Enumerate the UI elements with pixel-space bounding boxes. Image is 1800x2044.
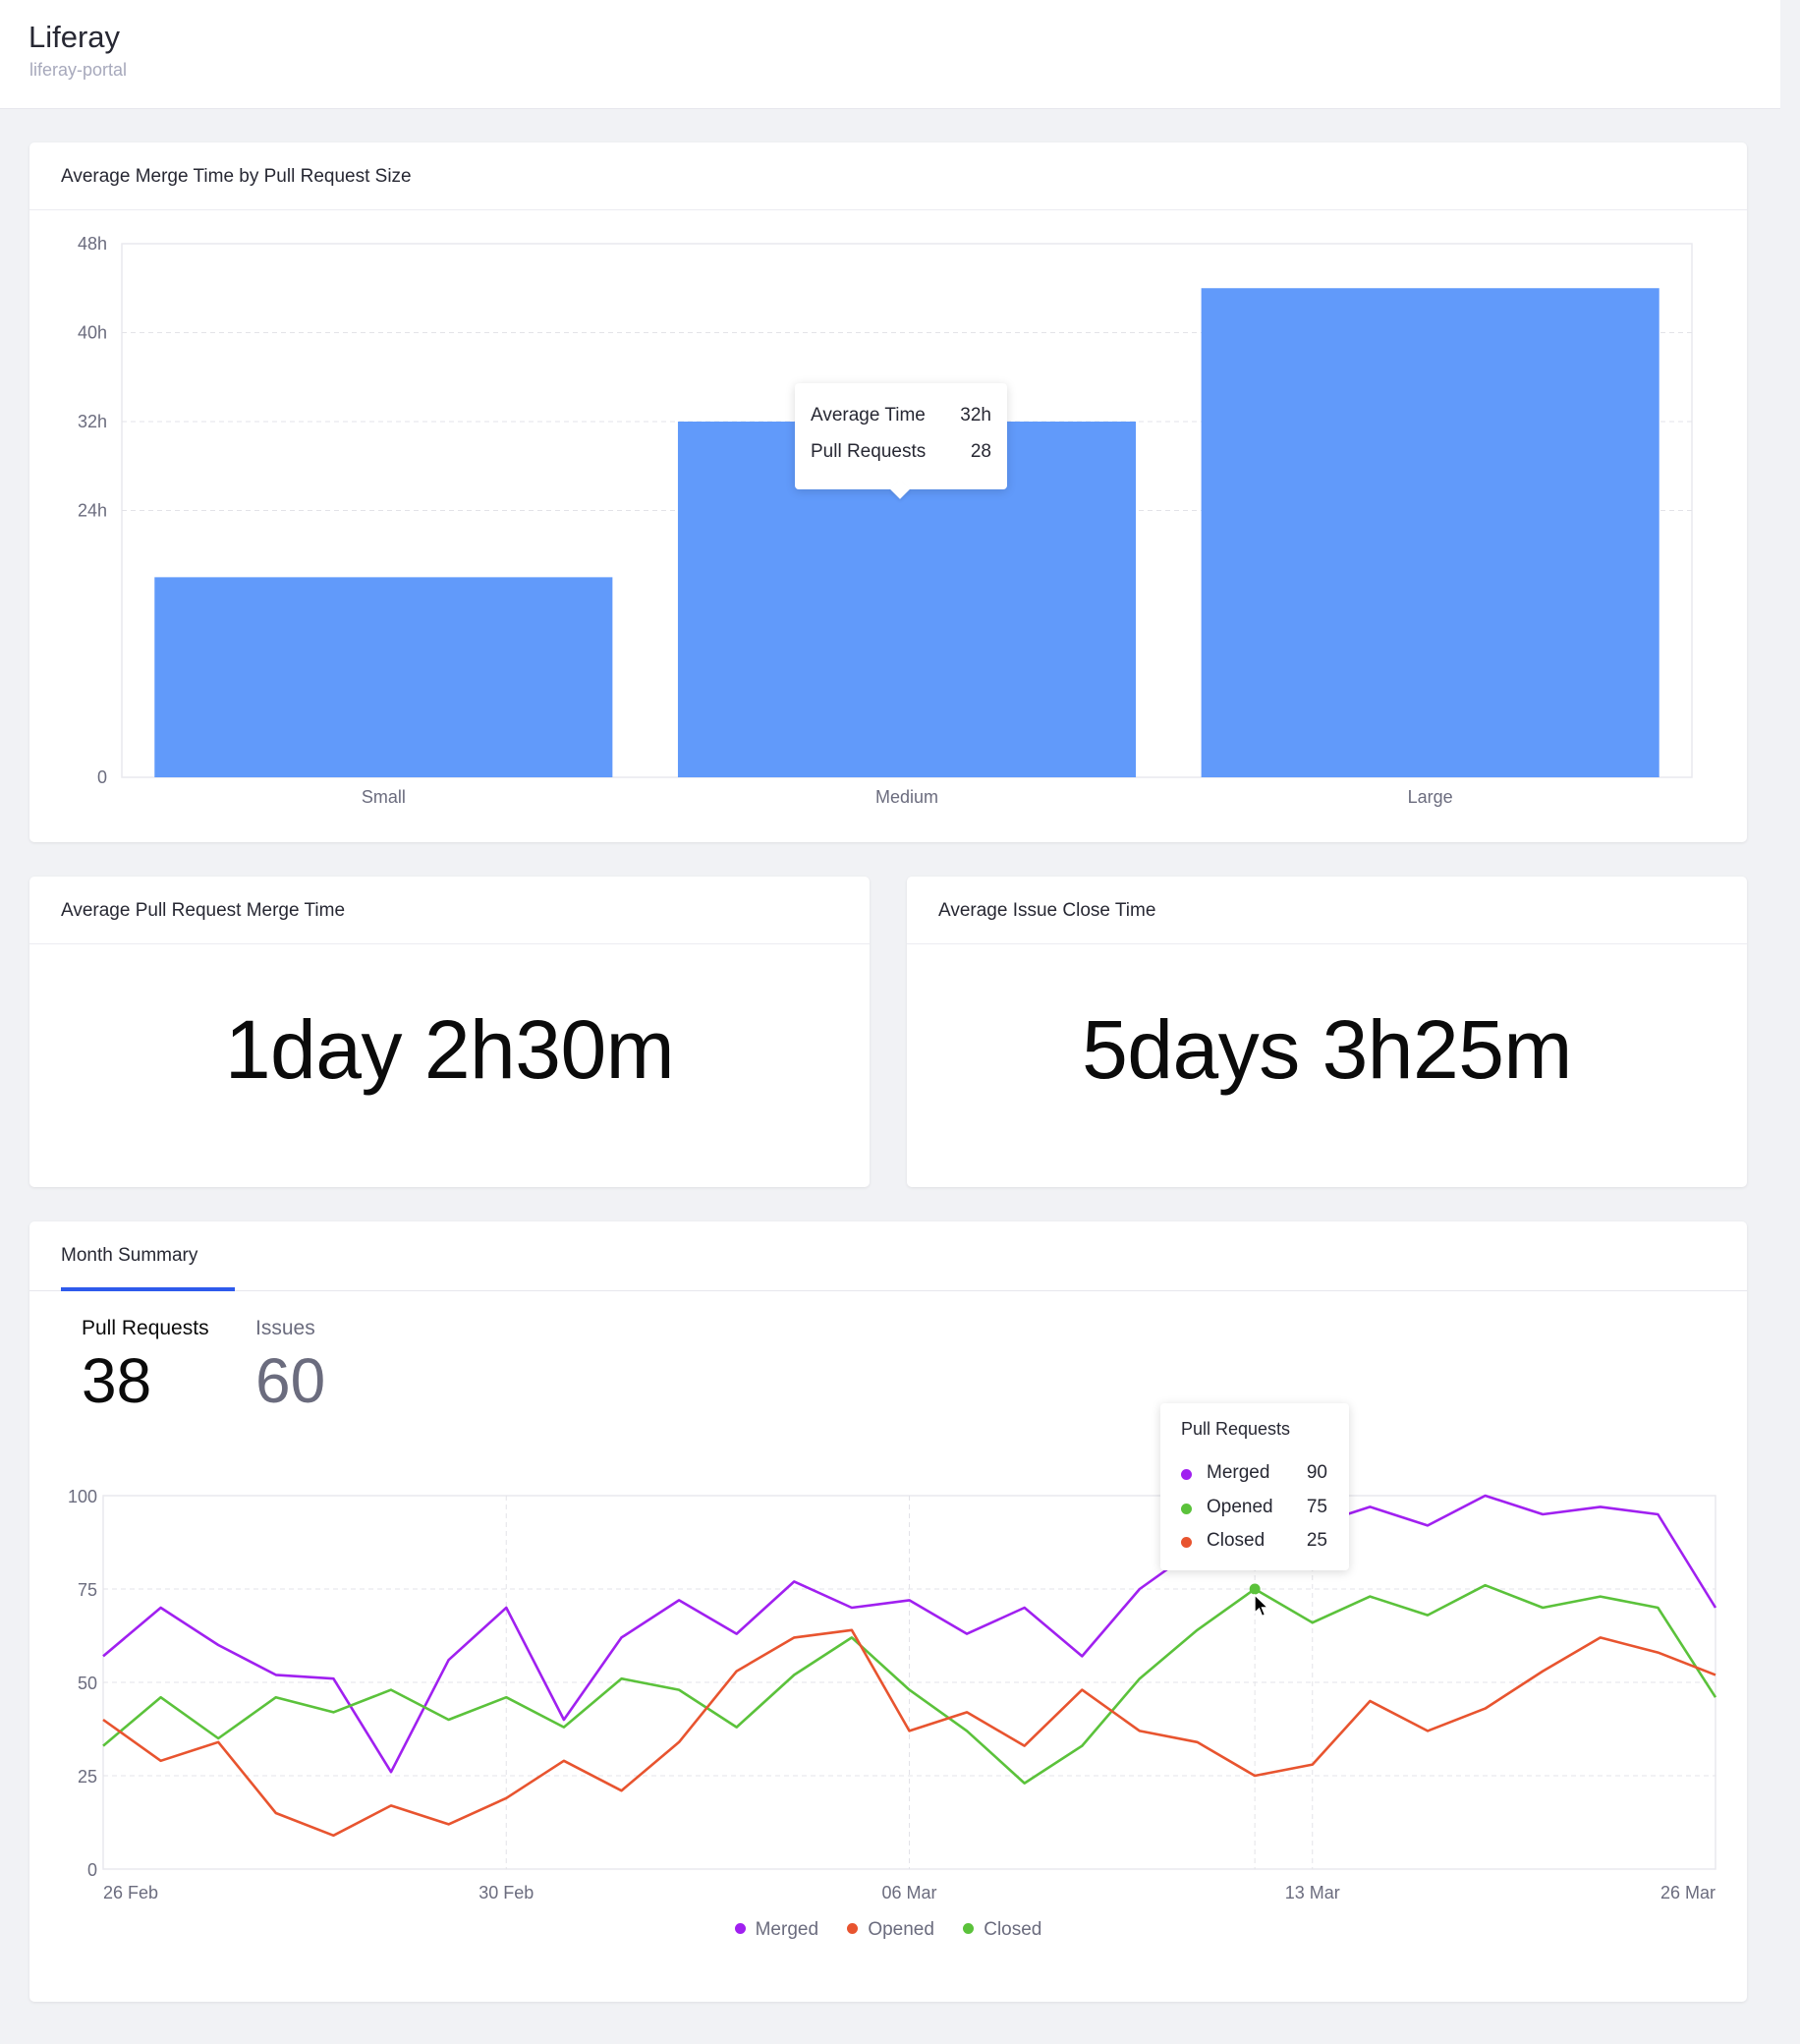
- bar-chart: 0 24h 32h 40h 48h Small Medium Large: [78, 234, 1693, 807]
- tooltip-row: Pull Requests 28: [811, 441, 991, 465]
- line-chart: 0 25 50 75 100 26 Feb 30 Feb 06 Mar 13 Mar 26 Mar: [68, 1487, 1717, 1902]
- y-tick-label: 32h: [78, 412, 107, 431]
- legend-item-opened[interactable]: Opened: [847, 1919, 934, 1941]
- tooltip-row: Closed 25: [1160, 1530, 1349, 1556]
- legend-dot: [847, 1923, 859, 1934]
- y-tick-label: 0: [97, 767, 107, 787]
- card-header: Average Pull Request Merge Time: [29, 877, 870, 944]
- x-tick-label: Medium: [875, 787, 938, 807]
- y-tick-label: 24h: [78, 501, 107, 521]
- tab-month-summary[interactable]: Month Summary: [61, 1245, 198, 1266]
- tooltip-dot: [1181, 1537, 1192, 1548]
- tooltip-row: Merged 90: [1160, 1462, 1349, 1488]
- tooltip-value: 90: [1306, 1462, 1327, 1483]
- active-tab-indicator: [61, 1287, 235, 1291]
- month-summary-card: Month Summary Pull Requests 38 Issues 60…: [29, 1221, 1747, 2002]
- tooltip-value: 75: [1306, 1497, 1327, 1517]
- tooltip-value: 32h: [960, 405, 991, 426]
- legend-item-merged[interactable]: Merged: [734, 1919, 819, 1941]
- legend-dot: [734, 1923, 746, 1934]
- legend-dot: [963, 1923, 975, 1934]
- tooltip-label: Closed: [1207, 1530, 1266, 1551]
- metric-value: 1day 2h30m: [224, 1003, 675, 1096]
- tooltip-dot: [1181, 1504, 1192, 1514]
- app-subtitle: liferay-portal: [29, 60, 128, 80]
- bar-small[interactable]: [154, 577, 613, 777]
- x-tick-label: 13 Mar: [1285, 1883, 1340, 1902]
- x-tick-label: 26 Feb: [103, 1883, 158, 1902]
- y-tick-label: 75: [78, 1580, 97, 1600]
- stat-pull-requests[interactable]: Pull Requests 38: [82, 1317, 209, 1417]
- y-tick-label: 0: [87, 1860, 97, 1880]
- tooltip-value: 25: [1306, 1530, 1327, 1551]
- series-line-closed[interactable]: [102, 1628, 1716, 1838]
- y-tick-label: 50: [78, 1674, 97, 1693]
- app-title: Liferay: [28, 20, 121, 54]
- x-tick-label: 30 Feb: [478, 1883, 534, 1902]
- card-title: Average Issue Close Time: [938, 900, 1156, 921]
- avg-issue-close-time-card: Average Issue Close Time 5days 3h25m: [907, 877, 1747, 1187]
- y-tick-label: 25: [78, 1767, 97, 1787]
- x-tick-label: 26 Mar: [1660, 1883, 1716, 1902]
- tooltip-row: Average Time 32h: [811, 405, 991, 428]
- y-tick-label: 40h: [78, 323, 107, 343]
- legend-label: Closed: [984, 1919, 1042, 1940]
- y-tick-label: 48h: [78, 234, 107, 254]
- tab-bar: Month Summary: [29, 1221, 1747, 1291]
- x-tick-label: Small: [362, 787, 406, 807]
- legend-item-closed[interactable]: Closed: [963, 1919, 1041, 1941]
- stat-label: Pull Requests: [82, 1317, 209, 1339]
- mouse-cursor-icon: [1254, 1594, 1270, 1618]
- tooltip-dot: [1181, 1469, 1192, 1480]
- hover-point[interactable]: [1249, 1583, 1261, 1595]
- merge-time-by-size-card: Average Merge Time by Pull Request Size …: [29, 142, 1747, 842]
- legend-label: Merged: [755, 1919, 819, 1940]
- tooltip-label: Merged: [1207, 1462, 1270, 1483]
- chart-legend: Merged Opened Closed: [29, 1919, 1747, 1941]
- series-line-merged[interactable]: [102, 1494, 1717, 1774]
- metric-value: 5days 3h25m: [1082, 1003, 1572, 1096]
- card-header: Average Merge Time by Pull Request Size: [29, 142, 1747, 210]
- stat-label: Issues: [255, 1317, 315, 1339]
- stat-value: 38: [82, 1345, 152, 1416]
- tooltip-label: Opened: [1207, 1497, 1273, 1517]
- tooltip-title: Pull Requests: [1181, 1419, 1291, 1439]
- x-tick-label: 06 Mar: [881, 1883, 936, 1902]
- stat-value: 60: [255, 1345, 326, 1416]
- card-title: Average Pull Request Merge Time: [61, 900, 346, 921]
- tooltip-label: Average Time: [811, 405, 926, 426]
- stat-issues[interactable]: Issues 60: [255, 1317, 325, 1417]
- line-tooltip: Pull Requests Merged 90 Opened 75 Closed…: [1160, 1403, 1349, 1570]
- avg-pr-merge-time-card: Average Pull Request Merge Time 1day 2h3…: [29, 877, 870, 1187]
- app-header: Liferay liferay-portal: [0, 0, 1780, 109]
- bar-tooltip: Average Time 32h Pull Requests 28: [795, 383, 1007, 499]
- bar-large[interactable]: [1201, 288, 1659, 777]
- legend-label: Opened: [868, 1919, 934, 1940]
- tooltip-label: Pull Requests: [811, 441, 927, 462]
- x-tick-label: Large: [1408, 787, 1453, 807]
- tooltip-row: Opened 75: [1160, 1497, 1349, 1522]
- card-title: Average Merge Time by Pull Request Size: [61, 166, 412, 187]
- series-line-opened[interactable]: [102, 1583, 1717, 1785]
- y-tick-label: 100: [68, 1487, 97, 1506]
- tooltip-value: 28: [970, 441, 991, 462]
- card-header: Average Issue Close Time: [907, 877, 1747, 944]
